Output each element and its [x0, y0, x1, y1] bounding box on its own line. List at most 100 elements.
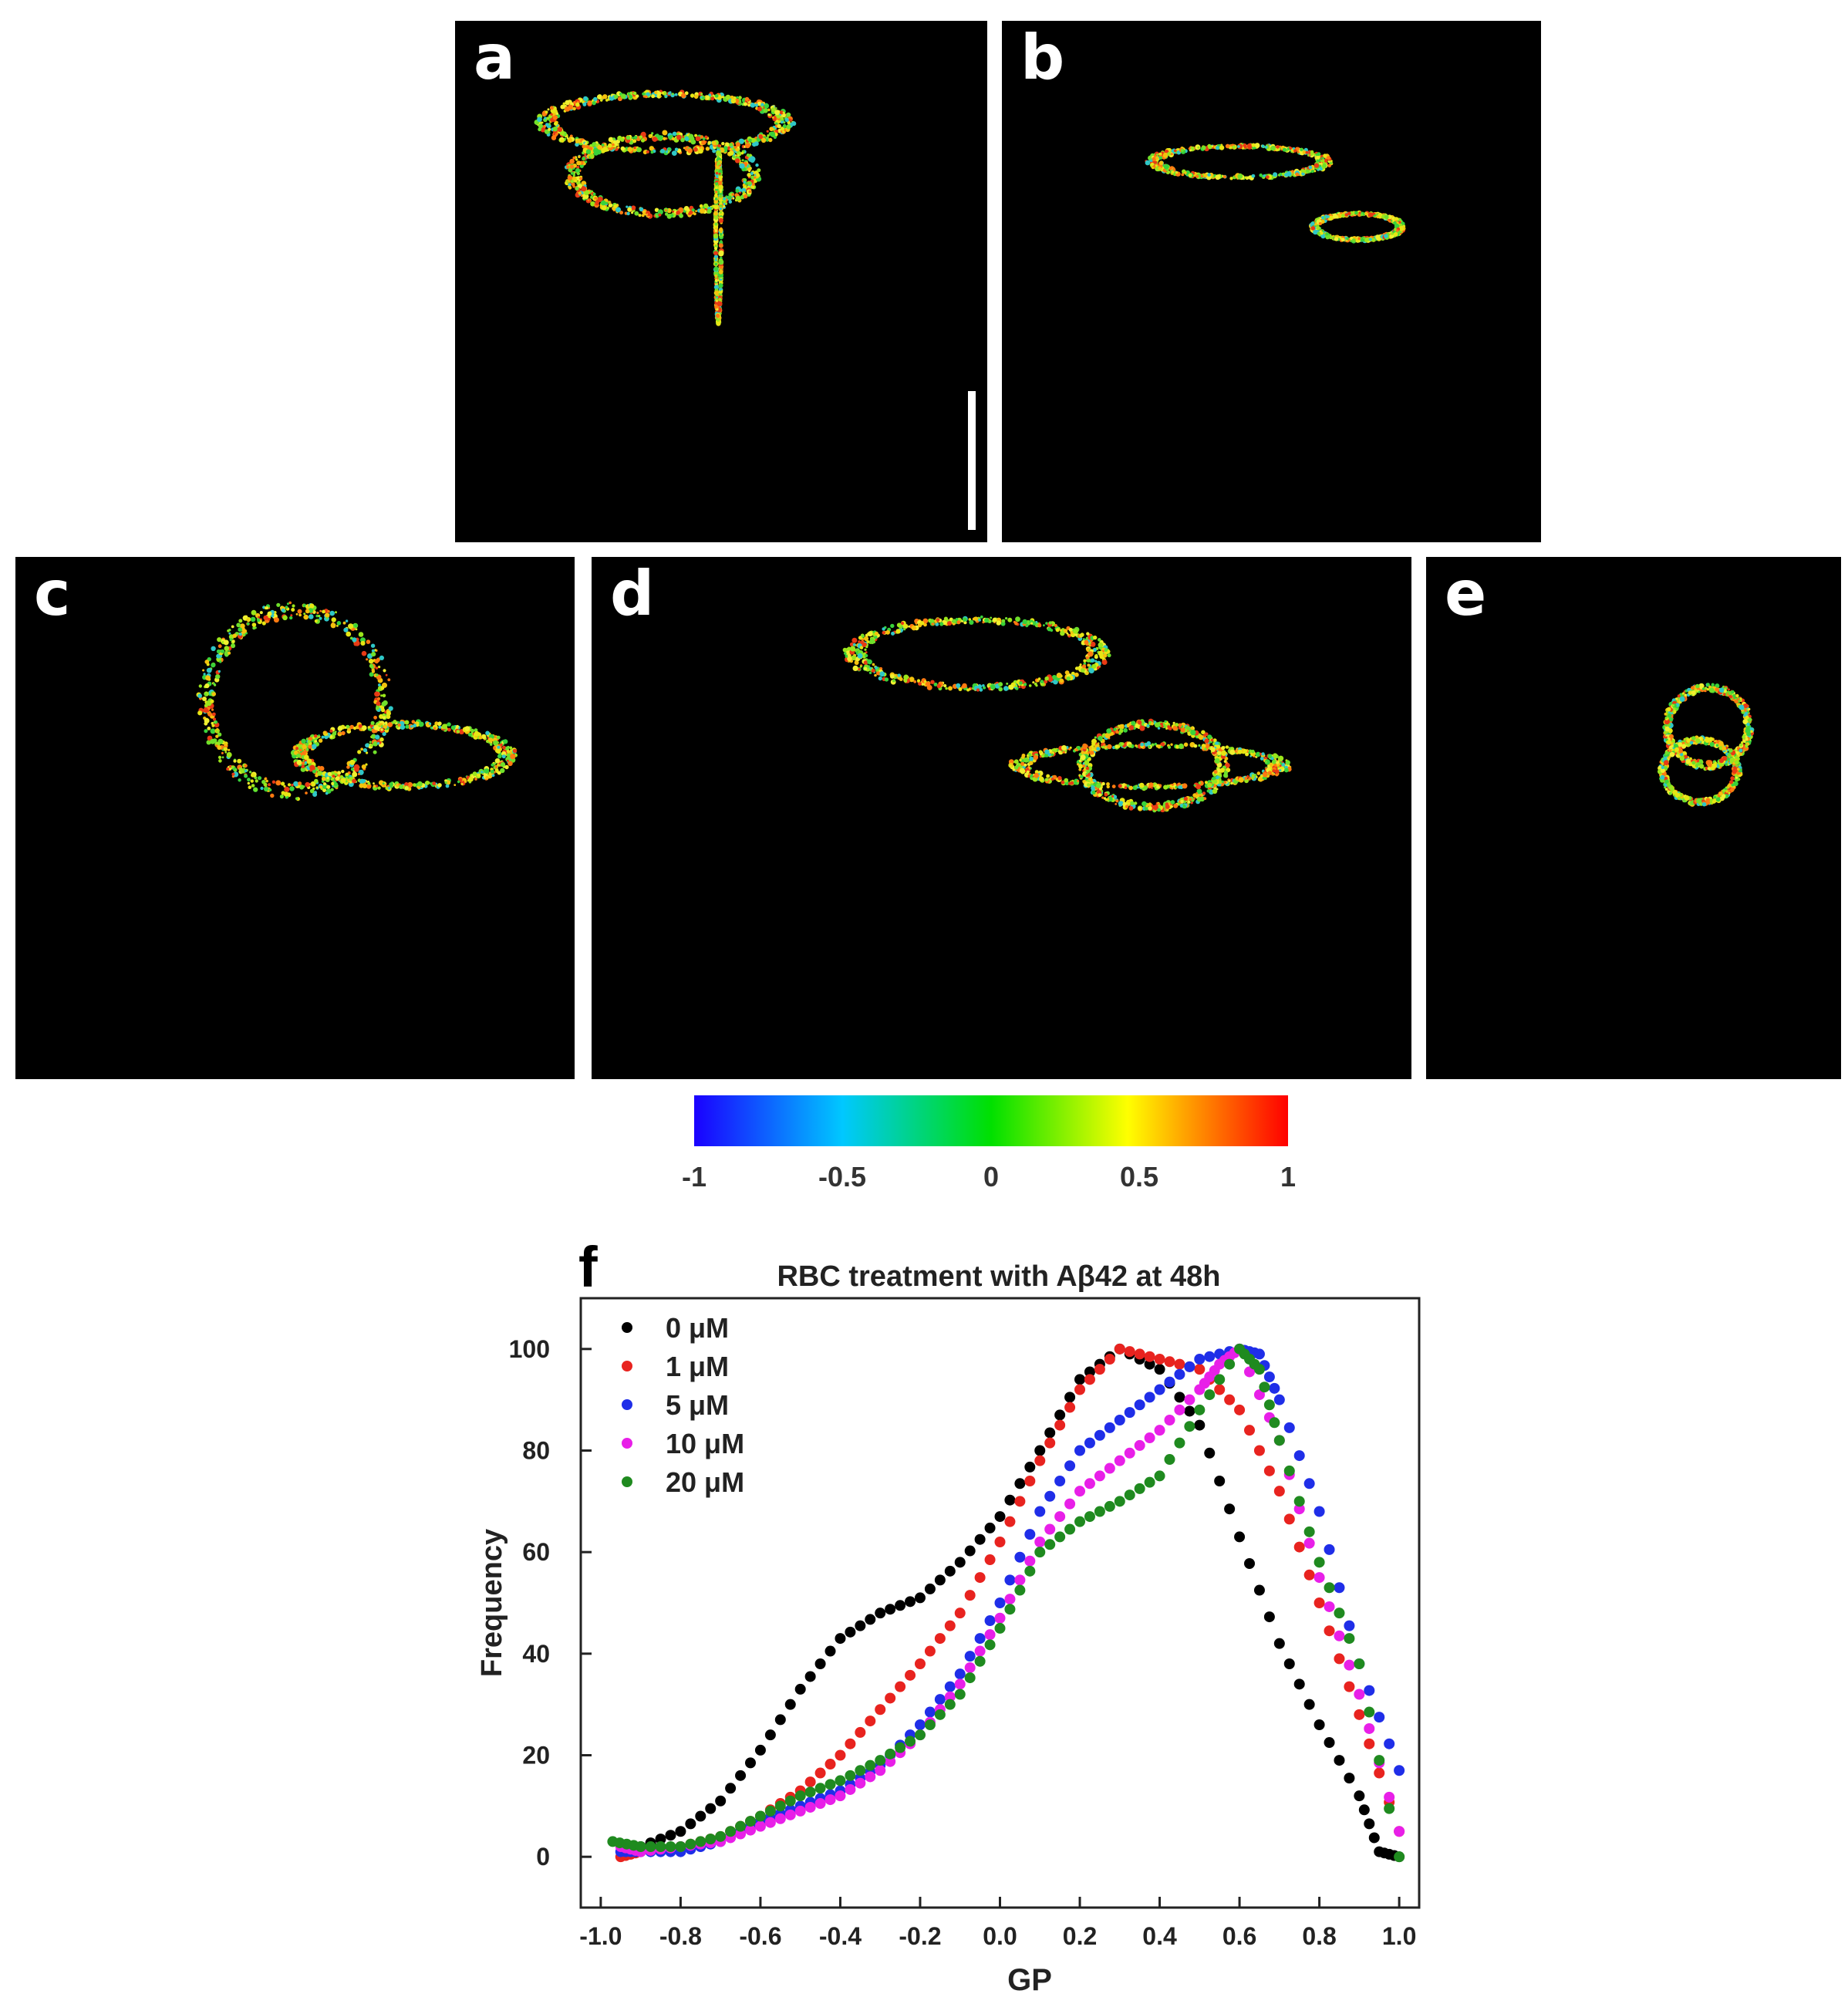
data-point: [1194, 1419, 1206, 1431]
data-point: [1334, 1653, 1345, 1665]
data-point: [954, 1678, 966, 1690]
data-point: [1074, 1516, 1086, 1527]
data-point: [1014, 1478, 1026, 1490]
data-point: [1324, 1737, 1335, 1749]
data-point: [814, 1783, 826, 1794]
data-point: [1214, 1476, 1226, 1486]
panel-label-f: f: [578, 1235, 598, 1299]
data-point: [1303, 1478, 1315, 1490]
data-point: [1154, 1364, 1165, 1375]
data-point: [1204, 1351, 1216, 1362]
data-point: [1334, 1582, 1345, 1594]
data-point: [794, 1790, 806, 1802]
data-point: [1164, 1454, 1175, 1466]
data-point: [1334, 1755, 1345, 1766]
data-point: [865, 1716, 876, 1727]
data-point: [1263, 1399, 1275, 1411]
x-tick-label: -0.2: [899, 1922, 941, 1950]
data-point: [1014, 1584, 1026, 1596]
data-point: [1344, 1773, 1355, 1784]
data-point: [1094, 1470, 1105, 1482]
data-point: [1034, 1445, 1046, 1456]
data-point: [1054, 1511, 1066, 1523]
data-point: [1044, 1427, 1056, 1439]
data-point: [1084, 1374, 1095, 1385]
x-tick-label: 0.4: [1142, 1922, 1177, 1950]
legend-label: 5 μM: [666, 1389, 729, 1421]
axis-ticks: -1.0 -0.8 -0.6 -0.4 -0.2 0.0 0.2 0.4 0.6 0.8 1.0 0 2…: [509, 1335, 1417, 1950]
data-point: [1313, 1719, 1325, 1730]
data-point: [1124, 1447, 1135, 1459]
y-tick-label: 0: [536, 1843, 550, 1871]
data-point: [1354, 1709, 1365, 1720]
data-point: [1024, 1476, 1036, 1486]
data-point: [1313, 1506, 1325, 1517]
data-point: [974, 1655, 986, 1667]
data-point: [1174, 1392, 1185, 1403]
data-point: [974, 1533, 986, 1545]
data-point: [1054, 1409, 1066, 1421]
data-point: [784, 1809, 796, 1820]
data-point: [1394, 1765, 1405, 1776]
data-point: [754, 1744, 766, 1756]
y-axis-label: Frequency: [476, 1529, 508, 1677]
data-point: [1234, 1404, 1246, 1415]
data-point: [774, 1714, 786, 1726]
x-tick-label: 0.2: [1063, 1922, 1097, 1950]
data-point: [1344, 1620, 1355, 1631]
x-tick-label: 0.0: [983, 1922, 1017, 1950]
colorbar-tick-label: 0.5: [1119, 1161, 1159, 1193]
data-point: [1224, 1358, 1236, 1370]
data-point: [1303, 1699, 1315, 1710]
data-point: [1283, 1658, 1295, 1669]
data-point: [1303, 1569, 1315, 1581]
data-point: [1174, 1358, 1185, 1370]
data-point: [1283, 1465, 1295, 1476]
data-point: [954, 1557, 966, 1568]
data-point: [944, 1681, 956, 1692]
data-point: [885, 1748, 896, 1759]
data-point: [1253, 1364, 1265, 1375]
series-4: [607, 1343, 1405, 1863]
data-point: [1344, 1633, 1355, 1645]
data-point: [944, 1620, 956, 1631]
data-point: [895, 1600, 906, 1611]
data-point: [974, 1645, 986, 1657]
data-point: [1368, 1832, 1380, 1844]
data-point: [1014, 1551, 1026, 1563]
x-tick-label: 0.6: [1222, 1922, 1256, 1950]
data-point: [835, 1775, 846, 1786]
data-point: [1244, 1366, 1256, 1378]
micrograph-panel-c: c: [15, 557, 575, 1079]
data-point: [1263, 1465, 1275, 1476]
data-point: [855, 1726, 866, 1738]
data-point: [764, 1729, 776, 1741]
data-point: [675, 1841, 686, 1852]
data-point: [794, 1683, 806, 1695]
data-point: [994, 1622, 1006, 1634]
data-point: [685, 1838, 696, 1850]
data-point: [1344, 1659, 1355, 1671]
data-point: [1094, 1364, 1105, 1375]
x-tick-label: -0.6: [739, 1922, 781, 1950]
y-tick-label: 80: [522, 1437, 550, 1465]
data-point: [1024, 1461, 1036, 1473]
data-point: [1074, 1445, 1086, 1456]
data-point: [735, 1770, 747, 1781]
data-point: [1244, 1557, 1256, 1569]
panel-label-d: d: [610, 558, 655, 629]
data-point: [1253, 1389, 1265, 1401]
data-point: [845, 1770, 856, 1781]
gp-frequency-chart: f RBC treatment with Aβ42 at 48h -1.0 -0.…: [476, 1235, 1421, 1997]
data-point: [964, 1545, 976, 1557]
data-point: [725, 1826, 737, 1837]
gp-color-scale: [694, 1095, 1288, 1146]
data-point: [814, 1658, 826, 1669]
data-point: [984, 1639, 996, 1651]
data-point: [974, 1572, 986, 1584]
data-point: [1024, 1565, 1036, 1577]
data-point: [794, 1805, 806, 1817]
data-point: [825, 1645, 836, 1657]
data-point: [1334, 1630, 1345, 1641]
data-point: [1004, 1494, 1016, 1506]
